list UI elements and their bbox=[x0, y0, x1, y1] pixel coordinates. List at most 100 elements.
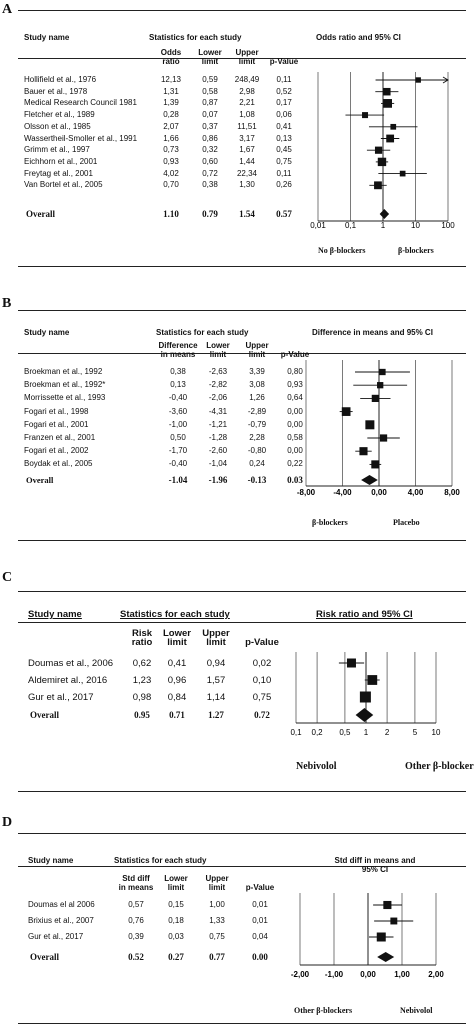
p-value: 0,06 bbox=[276, 110, 292, 120]
column-header: Odds ratio bbox=[147, 48, 195, 66]
point-estimate bbox=[390, 917, 398, 925]
tick-label: -8,00 bbox=[297, 488, 316, 497]
point-estimate bbox=[399, 170, 406, 177]
p-value: 0,52 bbox=[276, 86, 292, 96]
estimate: 0,13 bbox=[170, 380, 186, 390]
estimate: -1,00 bbox=[168, 419, 188, 429]
upper-limit: 11,51 bbox=[237, 121, 257, 131]
column-header-line: ratio bbox=[131, 637, 153, 648]
tick-label: 0,5 bbox=[339, 728, 351, 737]
upper-limit: -0,80 bbox=[247, 446, 267, 456]
estimate: 0,70 bbox=[163, 180, 179, 190]
column-header-line: Lower bbox=[164, 874, 188, 883]
p-value: 0,17 bbox=[276, 98, 292, 108]
plot-title: Std diff in means and 95% CI bbox=[334, 856, 416, 874]
lower-limit: 0,58 bbox=[202, 86, 218, 96]
estimate: 12,13 bbox=[160, 75, 182, 84]
lower-limit: 0,15 bbox=[168, 900, 184, 909]
column-header-line: in means bbox=[118, 883, 154, 892]
estimate: 0,93 bbox=[163, 156, 179, 166]
upper-limit: 3,39 bbox=[249, 367, 265, 376]
study-name: Morrissette et al., 1993 bbox=[24, 393, 106, 403]
lower-limit: 0,32 bbox=[202, 145, 218, 155]
study-name: Medical Research Council 1981 bbox=[24, 98, 137, 108]
p-value: 0,13 bbox=[276, 133, 292, 143]
lower-limit: 0,84 bbox=[167, 692, 187, 703]
estimate: 0,38 bbox=[170, 367, 186, 376]
column-header: p-Value bbox=[271, 350, 319, 359]
upper-limit: 1,44 bbox=[239, 156, 255, 166]
study-name: Aldemiret al., 2016 bbox=[28, 675, 108, 686]
lower-limit: 0,59 bbox=[202, 75, 218, 84]
tick-label: 5 bbox=[413, 728, 418, 737]
overall-estimate: 1.10 bbox=[163, 209, 179, 219]
overall-diamond bbox=[361, 475, 378, 485]
point-estimate bbox=[341, 407, 351, 416]
estimate: 1,31 bbox=[163, 86, 179, 96]
lower-limit: 0,07 bbox=[202, 110, 218, 120]
estimate: -0,40 bbox=[168, 393, 188, 403]
lower-limit: 0,03 bbox=[168, 932, 184, 941]
column-header: Lower limit bbox=[153, 629, 201, 648]
study-name-header: Study name bbox=[24, 33, 70, 42]
estimate: 0,76 bbox=[128, 916, 144, 925]
p-value: 0,26 bbox=[276, 180, 292, 190]
point-estimate bbox=[377, 382, 384, 389]
column-header-line: p-Value bbox=[245, 637, 279, 648]
overall-label: Overall bbox=[26, 209, 55, 219]
upper-limit: 1,26 bbox=[249, 393, 265, 403]
estimate: 0,57 bbox=[128, 900, 144, 909]
point-estimate bbox=[383, 900, 392, 910]
p-value: 0,93 bbox=[287, 380, 303, 390]
study-name: Gur et al., 2017 bbox=[28, 932, 84, 941]
study-name: Wassertheil-Smoller et al., 1991 bbox=[24, 133, 138, 143]
column-header-line: Odds bbox=[160, 48, 182, 57]
favours-right-label: Nebivolol bbox=[400, 1006, 433, 1015]
lower-limit: -1,04 bbox=[208, 459, 228, 469]
lower-limit: -2,82 bbox=[208, 380, 228, 390]
estimate: -0,40 bbox=[168, 459, 188, 469]
upper-limit: 1,08 bbox=[239, 110, 255, 120]
upper-limit: 0,94 bbox=[206, 658, 226, 669]
lower-limit: -1,28 bbox=[208, 433, 228, 442]
column-header-line: Std diff bbox=[122, 874, 150, 883]
column-header: Lower limit bbox=[152, 874, 200, 892]
column-header: Risk ratio bbox=[118, 629, 166, 648]
statistics-header: Statistics for each study bbox=[156, 328, 249, 337]
study-name-header: Study name bbox=[28, 856, 74, 865]
column-header-line: limit bbox=[238, 57, 256, 66]
column-header-line: limit bbox=[206, 637, 226, 648]
favours-right-label: Other β-blockers bbox=[405, 761, 474, 772]
upper-limit: 0,75 bbox=[209, 932, 225, 941]
estimate: 0,73 bbox=[163, 145, 179, 155]
point-estimate bbox=[359, 691, 371, 703]
lower-limit: 0,96 bbox=[167, 675, 187, 686]
tick-label: -4,00 bbox=[333, 488, 352, 497]
study-name: Grimm et al., 1997 bbox=[24, 145, 90, 155]
column-header-line: p-Value bbox=[245, 883, 275, 892]
point-estimate bbox=[376, 932, 386, 942]
tick-label: 0,00 bbox=[360, 970, 376, 979]
column-header: Difference in means bbox=[154, 341, 202, 359]
estimate: 1,39 bbox=[163, 98, 179, 108]
panel-mid-rule bbox=[18, 866, 466, 867]
tick-label: 0,2 bbox=[312, 728, 324, 737]
panel-d: D Study name Statistics for each study Std … bbox=[0, 810, 474, 1034]
column-header-line: limit bbox=[248, 350, 266, 359]
upper-limit: -0,79 bbox=[247, 419, 267, 429]
plot-title: Odds ratio and 95% CI bbox=[316, 33, 401, 42]
column-header-line: p-Value bbox=[269, 57, 299, 66]
tick-label: 0,01 bbox=[310, 221, 326, 230]
favours-left-label: β-blockers bbox=[312, 518, 348, 527]
p-value: 0,22 bbox=[287, 459, 303, 469]
column-header-line: Upper bbox=[205, 874, 229, 883]
statistics-header: Statistics for each study bbox=[120, 609, 230, 620]
lower-limit: 0,60 bbox=[202, 156, 218, 166]
overall-lower: -1.96 bbox=[208, 475, 228, 485]
panel-mid-rule bbox=[18, 353, 466, 354]
column-header-line: limit bbox=[208, 883, 226, 892]
column-header: Upper limit bbox=[192, 629, 240, 648]
estimate: 2,07 bbox=[163, 121, 179, 131]
overall-lower: 0.79 bbox=[202, 209, 218, 219]
study-name: Fogari et al., 2001 bbox=[24, 419, 89, 429]
